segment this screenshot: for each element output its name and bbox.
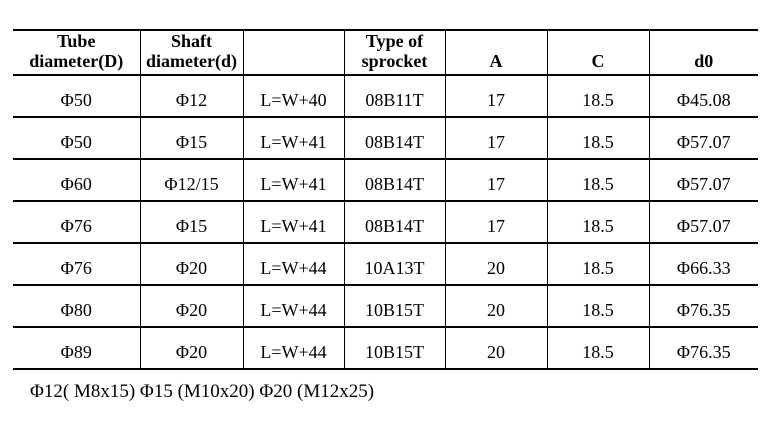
- cell-shaft-diameter: Φ20: [140, 285, 244, 328]
- cell-sprocket-type: 08B14T: [344, 159, 446, 202]
- cell-tube-diameter: Φ76: [13, 201, 141, 244]
- header-line: diameter(D): [29, 51, 124, 71]
- cell-c: 18.5: [547, 243, 650, 286]
- col-header-shaft-diameter: Shaft diameter(d): [140, 29, 244, 76]
- header-line: Shaft: [170, 31, 212, 51]
- cell-tube-diameter: Φ76: [13, 243, 141, 286]
- header-line: d0: [694, 51, 714, 71]
- header-line: diameter(d): [146, 51, 237, 71]
- cell-d0: Φ45.08: [649, 75, 758, 118]
- cell-c: 18.5: [547, 327, 650, 370]
- cell-a: 20: [445, 243, 548, 286]
- cell-sprocket-type: 08B11T: [344, 75, 446, 118]
- cell-d0: Φ57.07: [649, 201, 758, 244]
- cell-d0: Φ57.07: [649, 117, 758, 160]
- table-row: Φ60 Φ12/15 L=W+41 08B14T 17 18.5 Φ57.07: [13, 159, 758, 202]
- cell-sprocket-type: 10B15T: [344, 285, 446, 328]
- cell-sprocket-type: 10B15T: [344, 327, 446, 370]
- table-row: Φ50 Φ12 L=W+40 08B11T 17 18.5 Φ45.08: [13, 75, 758, 118]
- col-header-length-formula: [243, 29, 345, 76]
- cell-d0: Φ57.07: [649, 159, 758, 202]
- header-line: A: [489, 51, 503, 71]
- cell-c: 18.5: [547, 75, 650, 118]
- cell-shaft-diameter: Φ12/15: [140, 159, 244, 202]
- cell-length-formula: L=W+44: [243, 285, 345, 328]
- header-line: Tube: [57, 31, 96, 51]
- cell-sprocket-type: 08B14T: [344, 117, 446, 160]
- cell-shaft-diameter: Φ20: [140, 243, 244, 286]
- col-header-tube-diameter: Tube diameter(D): [13, 29, 141, 76]
- table-row: Φ80 Φ20 L=W+44 10B15T 20 18.5 Φ76.35: [13, 285, 758, 328]
- cell-a: 17: [445, 201, 548, 244]
- cell-a: 17: [445, 159, 548, 202]
- col-header-d0: d0: [649, 29, 758, 76]
- thread-size-footnote: Φ12( M8x15) Φ15 (M10x20) Φ20 (M12x25): [30, 381, 375, 402]
- cell-d0: Φ76.35: [649, 327, 758, 370]
- sprocket-spec-table: Tube diameter(D) Shaft diameter(d) Type …: [13, 29, 758, 370]
- cell-tube-diameter: Φ50: [13, 117, 141, 160]
- cell-a: 20: [445, 327, 548, 370]
- header-row: Tube diameter(D) Shaft diameter(d) Type …: [13, 29, 758, 76]
- cell-a: 17: [445, 117, 548, 160]
- cell-shaft-diameter: Φ15: [140, 117, 244, 160]
- col-header-c: C: [547, 29, 650, 76]
- cell-shaft-diameter: Φ12: [140, 75, 244, 118]
- cell-d0: Φ66.33: [649, 243, 758, 286]
- cell-a: 17: [445, 75, 548, 118]
- cell-length-formula: L=W+40: [243, 75, 345, 118]
- cell-sprocket-type: 10A13T: [344, 243, 446, 286]
- cell-c: 18.5: [547, 117, 650, 160]
- cell-length-formula: L=W+41: [243, 201, 345, 244]
- cell-tube-diameter: Φ80: [13, 285, 141, 328]
- cell-tube-diameter: Φ50: [13, 75, 141, 118]
- header-line: sprocket: [361, 51, 428, 71]
- cell-shaft-diameter: Φ20: [140, 327, 244, 370]
- cell-length-formula: L=W+41: [243, 117, 345, 160]
- cell-c: 18.5: [547, 201, 650, 244]
- cell-length-formula: L=W+41: [243, 159, 345, 202]
- table-row: Φ76 Φ15 L=W+41 08B14T 17 18.5 Φ57.07: [13, 201, 758, 244]
- cell-c: 18.5: [547, 159, 650, 202]
- header-line: Type of: [365, 31, 424, 51]
- table-row: Φ89 Φ20 L=W+44 10B15T 20 18.5 Φ76.35: [13, 327, 758, 370]
- cell-shaft-diameter: Φ15: [140, 201, 244, 244]
- table-row: Φ50 Φ15 L=W+41 08B14T 17 18.5 Φ57.07: [13, 117, 758, 160]
- cell-length-formula: L=W+44: [243, 327, 345, 370]
- cell-d0: Φ76.35: [649, 285, 758, 328]
- cell-tube-diameter: Φ89: [13, 327, 141, 370]
- table-row: Φ76 Φ20 L=W+44 10A13T 20 18.5 Φ66.33: [13, 243, 758, 286]
- col-header-a: A: [445, 29, 548, 76]
- cell-sprocket-type: 08B14T: [344, 201, 446, 244]
- col-header-sprocket-type: Type of sprocket: [344, 29, 446, 76]
- cell-tube-diameter: Φ60: [13, 159, 141, 202]
- cell-length-formula: L=W+44: [243, 243, 345, 286]
- cell-a: 20: [445, 285, 548, 328]
- header-line: C: [591, 51, 605, 71]
- cell-c: 18.5: [547, 285, 650, 328]
